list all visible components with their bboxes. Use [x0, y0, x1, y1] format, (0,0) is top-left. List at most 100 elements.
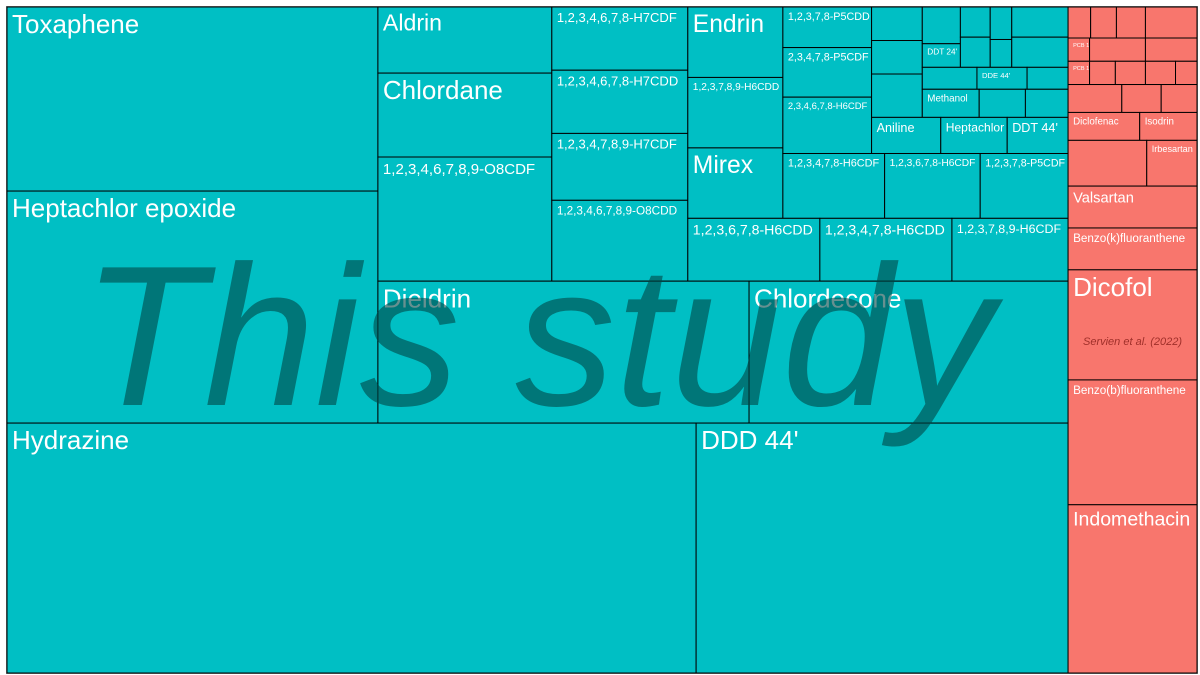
- tile-label: DDE 44': [982, 71, 1011, 80]
- tile-label: 1,2,3,4,7,8-H6CDD: [825, 221, 945, 237]
- tile: [1067, 84, 1123, 113]
- tile: [1090, 6, 1117, 39]
- tile: [1067, 269, 1198, 381]
- tile-label: 1,2,3,7,8,9-H6CDD: [693, 82, 779, 93]
- tile-label: Indomethacin: [1073, 508, 1190, 530]
- tile-label: Dicofol: [1073, 272, 1152, 302]
- tile-label: Benzo(b)fluoranthene: [1073, 384, 1186, 397]
- tile: [1067, 227, 1198, 271]
- tile: [1067, 504, 1198, 674]
- tile-label: Isodrin: [1145, 117, 1174, 128]
- tile: [1011, 36, 1069, 68]
- tile: [1067, 139, 1148, 187]
- tile-label: DDD 44': [701, 425, 798, 455]
- tile-label: Aldrin: [383, 10, 442, 36]
- tile-label: Irbesartan: [1152, 144, 1193, 154]
- tile: [871, 73, 923, 118]
- tile: [1114, 60, 1146, 86]
- tile: [1144, 37, 1198, 62]
- tile: [1024, 88, 1069, 118]
- tile-label: 1,2,3,4,6,7,8-H7CDD: [557, 73, 678, 88]
- tile: [819, 217, 953, 282]
- tile: [782, 6, 873, 49]
- tile: [871, 116, 942, 154]
- tile: [1006, 116, 1069, 154]
- tile: [1121, 84, 1162, 113]
- tile: [1011, 6, 1069, 38]
- tile-label: Heptachlor epoxide: [12, 193, 236, 223]
- tile-label: 1,2,3,4,7,8,9-H7CDF: [557, 136, 677, 151]
- tile-label: Methanol: [927, 94, 967, 105]
- tile-label: 1,2,3,4,6,7,8-H7CDF: [557, 10, 677, 25]
- tile: [1089, 60, 1116, 86]
- tile-label: 2,3,4,6,7,8-H6CDF: [788, 101, 868, 112]
- tile: [1067, 379, 1198, 506]
- tile: [978, 88, 1026, 118]
- tile: [989, 6, 1013, 40]
- group-watermark: This study: [82, 225, 1004, 448]
- tile-label: Benzo(k)fluoranthene: [1073, 232, 1185, 245]
- tile: [377, 6, 553, 74]
- tile: [551, 199, 689, 282]
- tile-label: PCB 153: [1073, 43, 1095, 49]
- tile-label: Heptachlor: [946, 121, 1004, 135]
- tile: [6, 190, 379, 424]
- tile: [871, 6, 923, 42]
- group-label: Servien et al. (2022): [1083, 336, 1182, 348]
- tile: [989, 38, 1013, 68]
- tile: [1026, 66, 1069, 90]
- tile: [551, 69, 689, 134]
- tile-label: 1,2,3,7,8,9-H6CDF: [957, 222, 1062, 236]
- tile-label: Hydrazine: [12, 425, 129, 455]
- tile: [748, 280, 1069, 424]
- tile: [377, 72, 553, 158]
- tile-label: Mirex: [693, 152, 754, 179]
- tile: [940, 116, 1008, 154]
- tile-label: DDT 24': [927, 48, 957, 57]
- tile-label: Valsartan: [1073, 191, 1134, 207]
- tile: [1067, 37, 1091, 62]
- tile: [687, 217, 821, 282]
- tile-label: 2,3,4,7,8-P5CDF: [788, 52, 869, 64]
- tile: [1175, 60, 1198, 86]
- tile: [871, 40, 923, 75]
- tile-label: 1,2,3,7,8-P5CDF: [985, 158, 1065, 170]
- tile: [1067, 60, 1091, 86]
- tile: [951, 217, 1069, 282]
- tile: [687, 6, 784, 78]
- tile: [6, 6, 379, 192]
- tile: [1144, 6, 1198, 39]
- tile: [921, 66, 978, 90]
- tile: [377, 280, 750, 424]
- tile: [1115, 6, 1146, 39]
- tile: [921, 6, 961, 45]
- tile: [921, 88, 980, 118]
- tile: [884, 152, 981, 219]
- tile: [687, 147, 784, 219]
- tile-label: 1,2,3,4,6,7,8,9-O8CDD: [557, 204, 677, 217]
- tile: [6, 422, 697, 674]
- tile: [1067, 6, 1092, 39]
- tile: [1139, 111, 1198, 141]
- tile: [1160, 84, 1198, 113]
- tile: [1146, 139, 1198, 187]
- tile-label: Chlordecone: [754, 283, 901, 313]
- tile-label: 1,2,3,4,6,7,8,9-O8CDF: [383, 161, 535, 178]
- tile: [1089, 37, 1146, 62]
- tile-label: Aniline: [877, 121, 915, 135]
- tile: [979, 152, 1069, 219]
- tile-label: 1,2,3,6,7,8-H6CDD: [693, 221, 813, 237]
- tile-label: Diclofenac: [1073, 117, 1119, 128]
- tile: [959, 6, 991, 38]
- tile: [695, 422, 1069, 674]
- tile-label: Chlordane: [383, 75, 503, 105]
- tile-label: DDT 44': [1012, 121, 1058, 135]
- tile-label: Toxaphene: [12, 9, 139, 39]
- tile-label: Endrin: [693, 11, 764, 38]
- tile-label: 1,2,3,6,7,8-H6CDF: [890, 158, 976, 169]
- tile-label: PCB 180: [1073, 66, 1095, 72]
- tile: [782, 47, 873, 98]
- tile: [551, 132, 689, 201]
- tile: [782, 96, 873, 154]
